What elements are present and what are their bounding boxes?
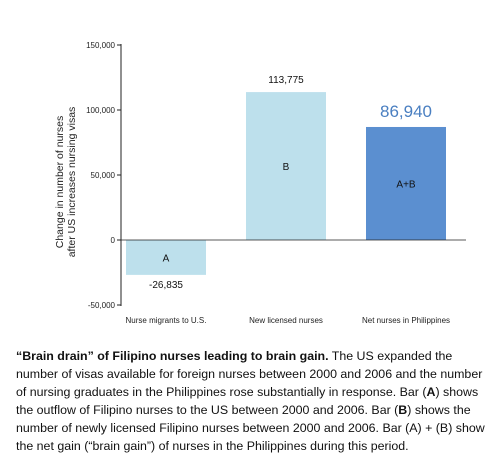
- bar-chart: Change in number of nurses after US incre…: [54, 41, 466, 325]
- bar-letter-label: B: [283, 162, 290, 173]
- caption-lead: “Brain drain” of Filipino nurses leading…: [16, 349, 329, 363]
- y-axis-label-line: Change in number of nurses: [54, 116, 66, 249]
- x-category-label: Nurse migrants to U.S.: [126, 316, 207, 325]
- bar-value-label: -26,835: [149, 280, 183, 291]
- bar: [366, 126, 446, 240]
- bar-value-label: 86,940: [380, 102, 432, 121]
- caption-text-2: ) shows the outflow of Filipino nurses t…: [16, 385, 479, 417]
- bar-letter-label: A+B: [396, 179, 416, 190]
- y-axis-label: Change in number of nurses after US incre…: [54, 107, 78, 258]
- bar: [126, 240, 206, 275]
- x-axis: Nurse migrants to U.S. New licensed nurse…: [126, 316, 450, 325]
- y-tick-label: 0: [111, 236, 116, 245]
- y-tick-label: -50,000: [88, 301, 116, 310]
- y-tick-label: 50,000: [91, 171, 116, 180]
- caption-text-3: ) shows the number of newly licensed Fil…: [16, 403, 485, 453]
- caption-bar-b: B: [398, 403, 408, 417]
- y-axis-label-line: after US increases nursing visas: [66, 107, 78, 258]
- bar-value-label: 113,775: [268, 75, 304, 86]
- bar-letter-label: A: [163, 253, 170, 264]
- figure-caption: “Brain drain” of Filipino nurses leading…: [16, 347, 486, 455]
- y-tick-label: 150,000: [86, 41, 115, 50]
- y-tick-label: 100,000: [86, 106, 115, 115]
- bar: [246, 92, 326, 240]
- x-category-label: New licensed nurses: [249, 316, 323, 325]
- bars: A -26,835 B 113,775 A+B 86,940: [121, 75, 466, 291]
- caption-text-1: The US expanded the number of visas avai…: [16, 349, 483, 399]
- x-category-label: Net nurses in Philippines: [362, 316, 450, 325]
- y-axis: -50,000 0 50,000 100,000 150,000: [86, 41, 122, 310]
- caption-bar-a: A: [426, 385, 436, 399]
